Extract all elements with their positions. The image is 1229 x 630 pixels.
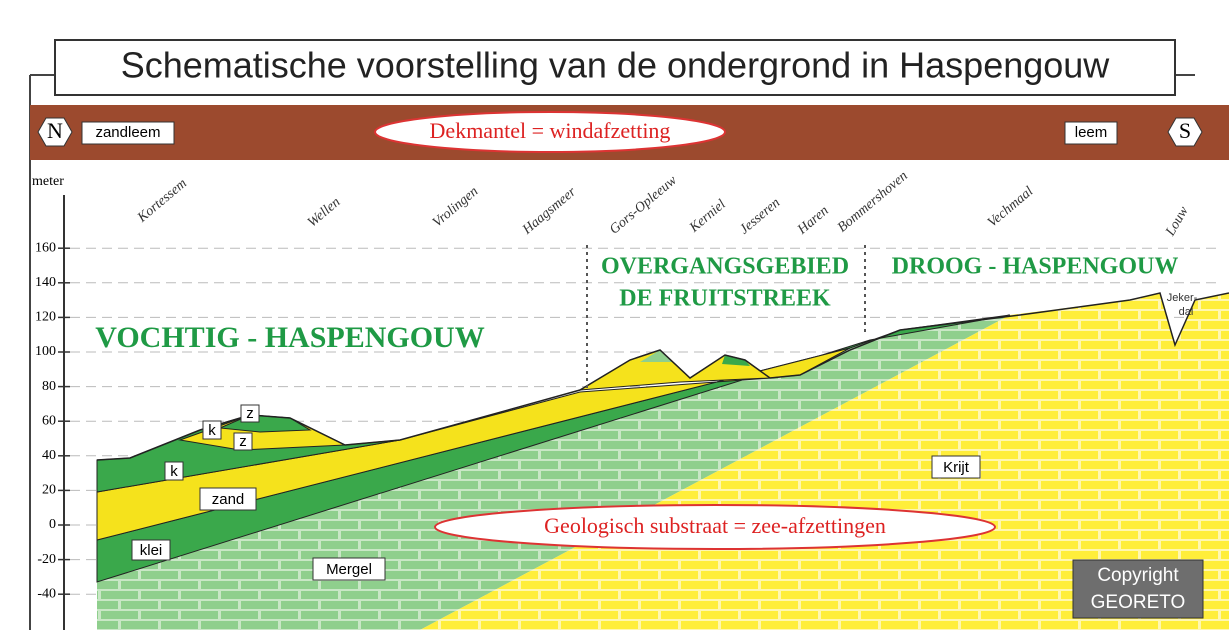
axis-label: meter [32, 174, 64, 189]
right-label: leem [1075, 124, 1108, 141]
tick-label: -20 [37, 552, 56, 567]
valley-label: Jeker- [1167, 292, 1198, 304]
diagram: Schematische voorstelling van de ondergr… [0, 0, 1229, 630]
tick-label: 0 [49, 517, 56, 532]
tick-label: 120 [35, 310, 56, 325]
region-label: DROOG - HASPENGOUW [892, 254, 1179, 280]
tick-label: 80 [42, 379, 56, 394]
title: Schematische voorstelling van de ondergr… [121, 45, 1111, 86]
tick-label: 140 [35, 275, 56, 290]
layer-label: k [170, 463, 178, 480]
center-label: Dekmantel = windafzetting [430, 118, 671, 143]
north: N [47, 118, 63, 143]
tick-label: -40 [37, 586, 56, 601]
layer-label: Krijt [943, 459, 970, 476]
copyright: GEORETO [1091, 592, 1186, 613]
region-label: OVERGANGSGEBIED [601, 254, 849, 280]
tick-label: 40 [42, 448, 56, 463]
tick-label: 20 [42, 483, 56, 498]
layer-label: klei [140, 542, 163, 559]
south: S [1179, 118, 1191, 143]
region-label: VOCHTIG - HASPENGOUW [95, 321, 484, 354]
tick-label: 60 [42, 413, 56, 428]
tick-label: 100 [35, 344, 56, 359]
region-label: DE FRUITSTREEK [619, 286, 831, 312]
layer-label: k [208, 422, 216, 439]
tick-label: 160 [35, 240, 56, 255]
substrate-label: Geologisch substraat = zee-afzettingen [544, 513, 886, 538]
layer-label: z [239, 433, 247, 450]
valley-label: dal [1179, 306, 1194, 318]
layer-label: z [246, 405, 254, 422]
layer-label: zand [212, 491, 245, 508]
left-label: zandleem [95, 124, 160, 141]
layer-label: Mergel [326, 561, 372, 578]
copyright: Copyright [1097, 565, 1179, 586]
